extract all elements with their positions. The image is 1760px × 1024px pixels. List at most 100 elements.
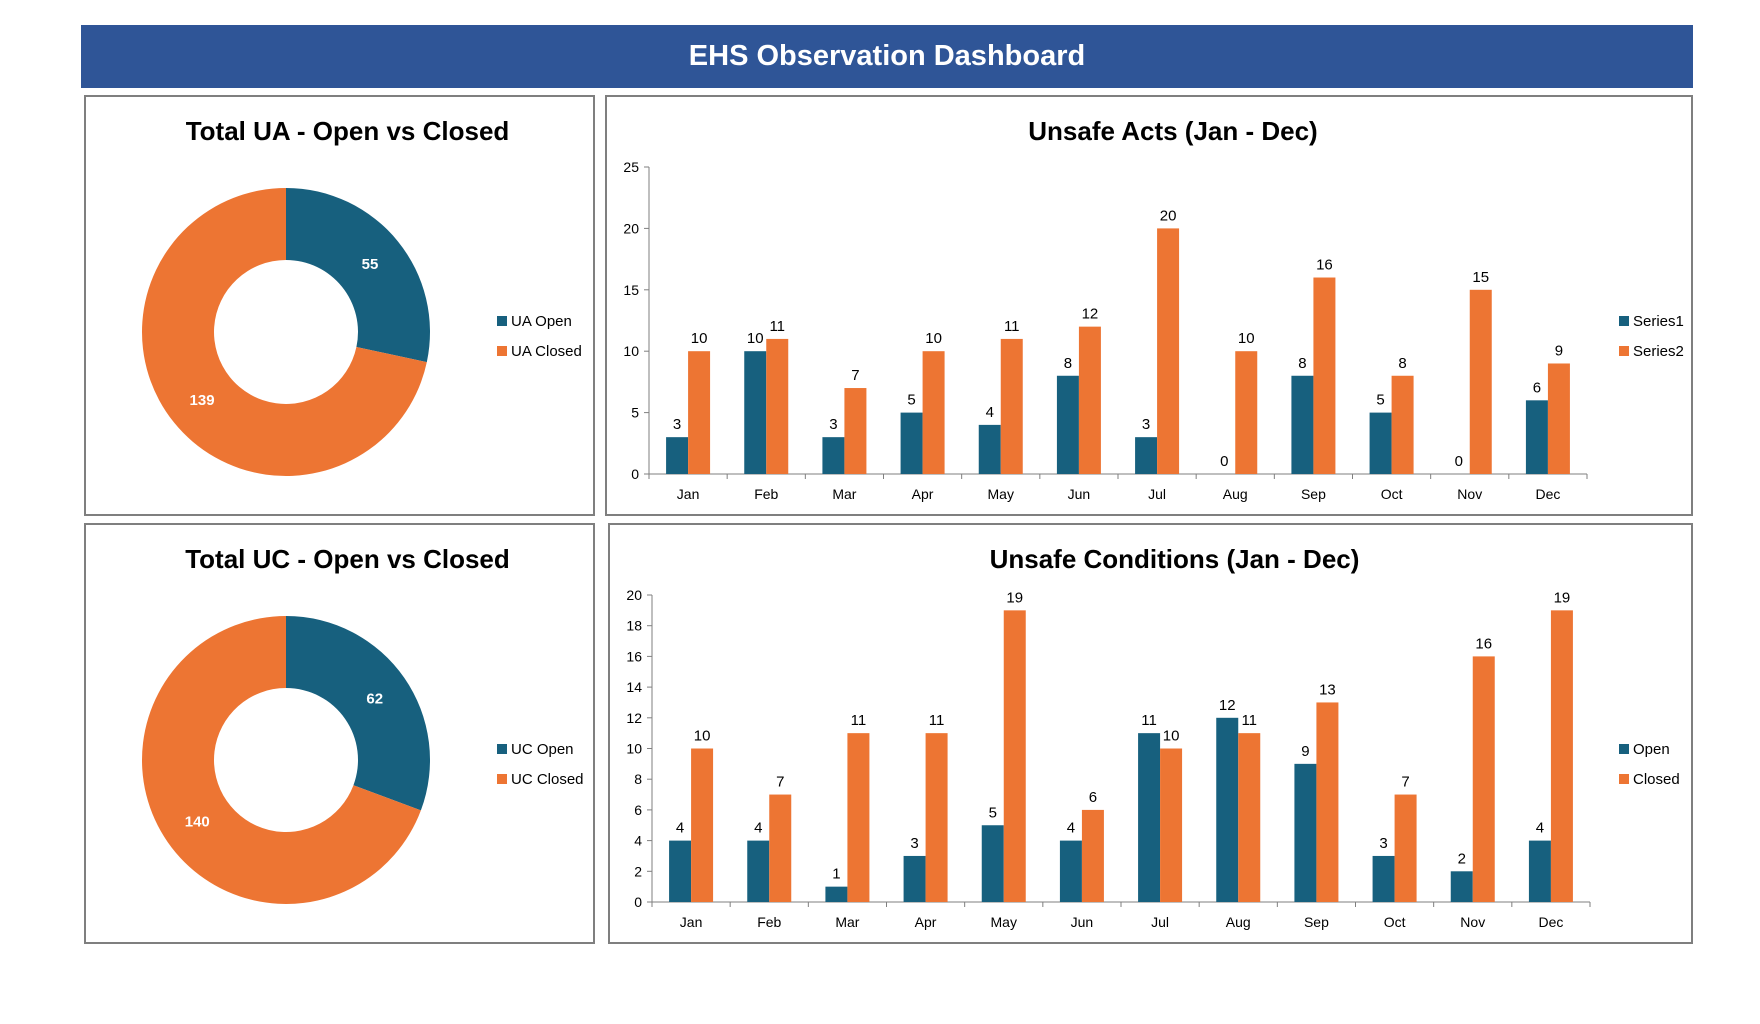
legend-label: Closed xyxy=(1633,771,1680,788)
bar-jun-closed xyxy=(1081,809,1104,902)
bar-mar-open xyxy=(825,886,848,902)
bar-value-label: 9 xyxy=(1555,342,1563,359)
bar-mar-series2 xyxy=(844,388,867,474)
bar-value-label: 13 xyxy=(1319,681,1336,698)
legend-label: UA Open xyxy=(511,313,572,330)
bar-value-label: 3 xyxy=(829,416,837,433)
bar-apr-open xyxy=(903,855,926,902)
bar-jul-series1 xyxy=(1135,437,1158,474)
bar-feb-open xyxy=(747,840,770,902)
slice-value-label: 139 xyxy=(190,392,215,409)
x-tick-label: Dec xyxy=(1538,914,1563,930)
bar-value-label: 3 xyxy=(1142,416,1150,433)
bar-apr-series1 xyxy=(900,412,923,474)
legend-label: UA Closed xyxy=(511,343,582,360)
x-tick-label: Aug xyxy=(1223,486,1248,502)
bar-dec-open xyxy=(1528,840,1551,902)
bar-value-label: 10 xyxy=(747,330,764,347)
bar-mar-series1 xyxy=(822,437,845,474)
legend-label: UC Closed xyxy=(511,771,584,788)
ua-donut-panel: Total UA - Open vs Closed 55 139 UA Open UA … xyxy=(84,95,595,516)
bar-value-label: 4 xyxy=(1536,820,1544,837)
bar-value-label: 19 xyxy=(1006,589,1023,606)
donut-slice-closed xyxy=(142,188,427,477)
bar-sep-series2 xyxy=(1313,277,1336,474)
y-tick-label: 20 xyxy=(626,587,642,603)
bar-value-label: 7 xyxy=(1401,774,1409,791)
bar-jun-series1 xyxy=(1056,375,1079,474)
bar-value-label: 11 xyxy=(1241,712,1257,729)
bar-feb-closed xyxy=(769,794,792,902)
x-tick-label: May xyxy=(988,486,1014,502)
bar-feb-series1 xyxy=(744,351,767,474)
y-tick-label: 10 xyxy=(623,343,639,359)
bar-jan-open xyxy=(669,840,692,902)
bar-value-label: 11 xyxy=(1141,712,1157,729)
uc-bar-panel: Unsafe Conditions (Jan - Dec) 0 2 4 6 8 10 12 14… xyxy=(608,523,1693,944)
legend-swatch xyxy=(1619,744,1629,754)
y-tick-label: 0 xyxy=(631,466,639,482)
bar-jul-closed xyxy=(1160,748,1183,902)
bar-jun-series2 xyxy=(1078,326,1101,474)
legend-swatch xyxy=(497,316,507,326)
bar-value-label: 3 xyxy=(910,835,918,852)
y-tick-label: 12 xyxy=(626,710,642,726)
bar-aug-closed xyxy=(1238,733,1261,902)
chart-title: Unsafe Acts (Jan - Dec) xyxy=(1028,116,1317,146)
bar-jan-series2 xyxy=(688,351,711,474)
bar-oct-series1 xyxy=(1369,412,1392,474)
bar-value-label: 5 xyxy=(907,392,915,409)
bar-value-label: 3 xyxy=(1379,835,1387,852)
bar-sep-closed xyxy=(1316,702,1339,902)
bar-dec-series1 xyxy=(1525,400,1548,474)
bar-value-label: 2 xyxy=(1458,850,1466,867)
bar-nov-closed xyxy=(1472,656,1495,902)
bar-apr-closed xyxy=(925,733,948,902)
bar-value-label: 4 xyxy=(754,820,762,837)
x-tick-label: Feb xyxy=(754,486,778,502)
bar-value-label: 12 xyxy=(1082,306,1099,323)
bar-value-label: 10 xyxy=(691,330,708,347)
bar-value-label: 0 xyxy=(1455,453,1463,470)
y-tick-label: 10 xyxy=(626,741,642,757)
bar-value-label: 10 xyxy=(925,330,942,347)
bar-value-label: 9 xyxy=(1301,743,1309,760)
bar-jun-open xyxy=(1059,840,1082,902)
donut-slice-open xyxy=(286,188,431,363)
x-tick-label: Nov xyxy=(1460,914,1485,930)
x-tick-label: Apr xyxy=(912,486,934,502)
bar-jul-open xyxy=(1138,733,1161,902)
dashboard-banner: EHS Observation Dashboard xyxy=(81,25,1693,88)
x-tick-label: Jun xyxy=(1071,914,1094,930)
uc-donut-chart: Total UC - Open vs Closed 62 140 UC Open UC … xyxy=(142,544,584,904)
legend-label: UC Open xyxy=(511,741,574,758)
bar-value-label: 6 xyxy=(1533,379,1541,396)
x-tick-label: May xyxy=(991,914,1017,930)
x-tick-label: Oct xyxy=(1384,914,1406,930)
y-tick-label: 2 xyxy=(634,863,642,879)
x-tick-label: Dec xyxy=(1535,486,1560,502)
y-tick-label: 25 xyxy=(623,159,639,175)
bar-value-label: 11 xyxy=(929,712,945,729)
slice-value-label: 140 xyxy=(185,814,210,831)
x-tick-label: Jan xyxy=(677,486,700,502)
legend-swatch xyxy=(1619,316,1629,326)
bar-value-label: 3 xyxy=(673,416,681,433)
bar-aug-series2 xyxy=(1235,351,1258,474)
x-tick-label: Jun xyxy=(1068,486,1091,502)
bar-value-label: 0 xyxy=(1220,453,1228,470)
x-tick-label: Oct xyxy=(1381,486,1403,502)
slice-value-label: 55 xyxy=(362,256,379,273)
uc-donut-panel: Total UC - Open vs Closed 62 140 UC Open UC … xyxy=(84,523,595,944)
bar-value-label: 1 xyxy=(832,866,840,883)
bar-value-label: 8 xyxy=(1398,355,1406,372)
bar-feb-series2 xyxy=(766,338,789,474)
x-tick-label: Jul xyxy=(1151,914,1169,930)
bar-value-label: 16 xyxy=(1316,257,1333,274)
donut-slice-open xyxy=(286,616,431,811)
bar-value-label: 16 xyxy=(1475,635,1492,652)
y-tick-label: 16 xyxy=(626,648,642,664)
bar-value-label: 20 xyxy=(1160,207,1177,224)
bar-value-label: 8 xyxy=(1298,355,1306,372)
legend-swatch xyxy=(1619,774,1629,784)
